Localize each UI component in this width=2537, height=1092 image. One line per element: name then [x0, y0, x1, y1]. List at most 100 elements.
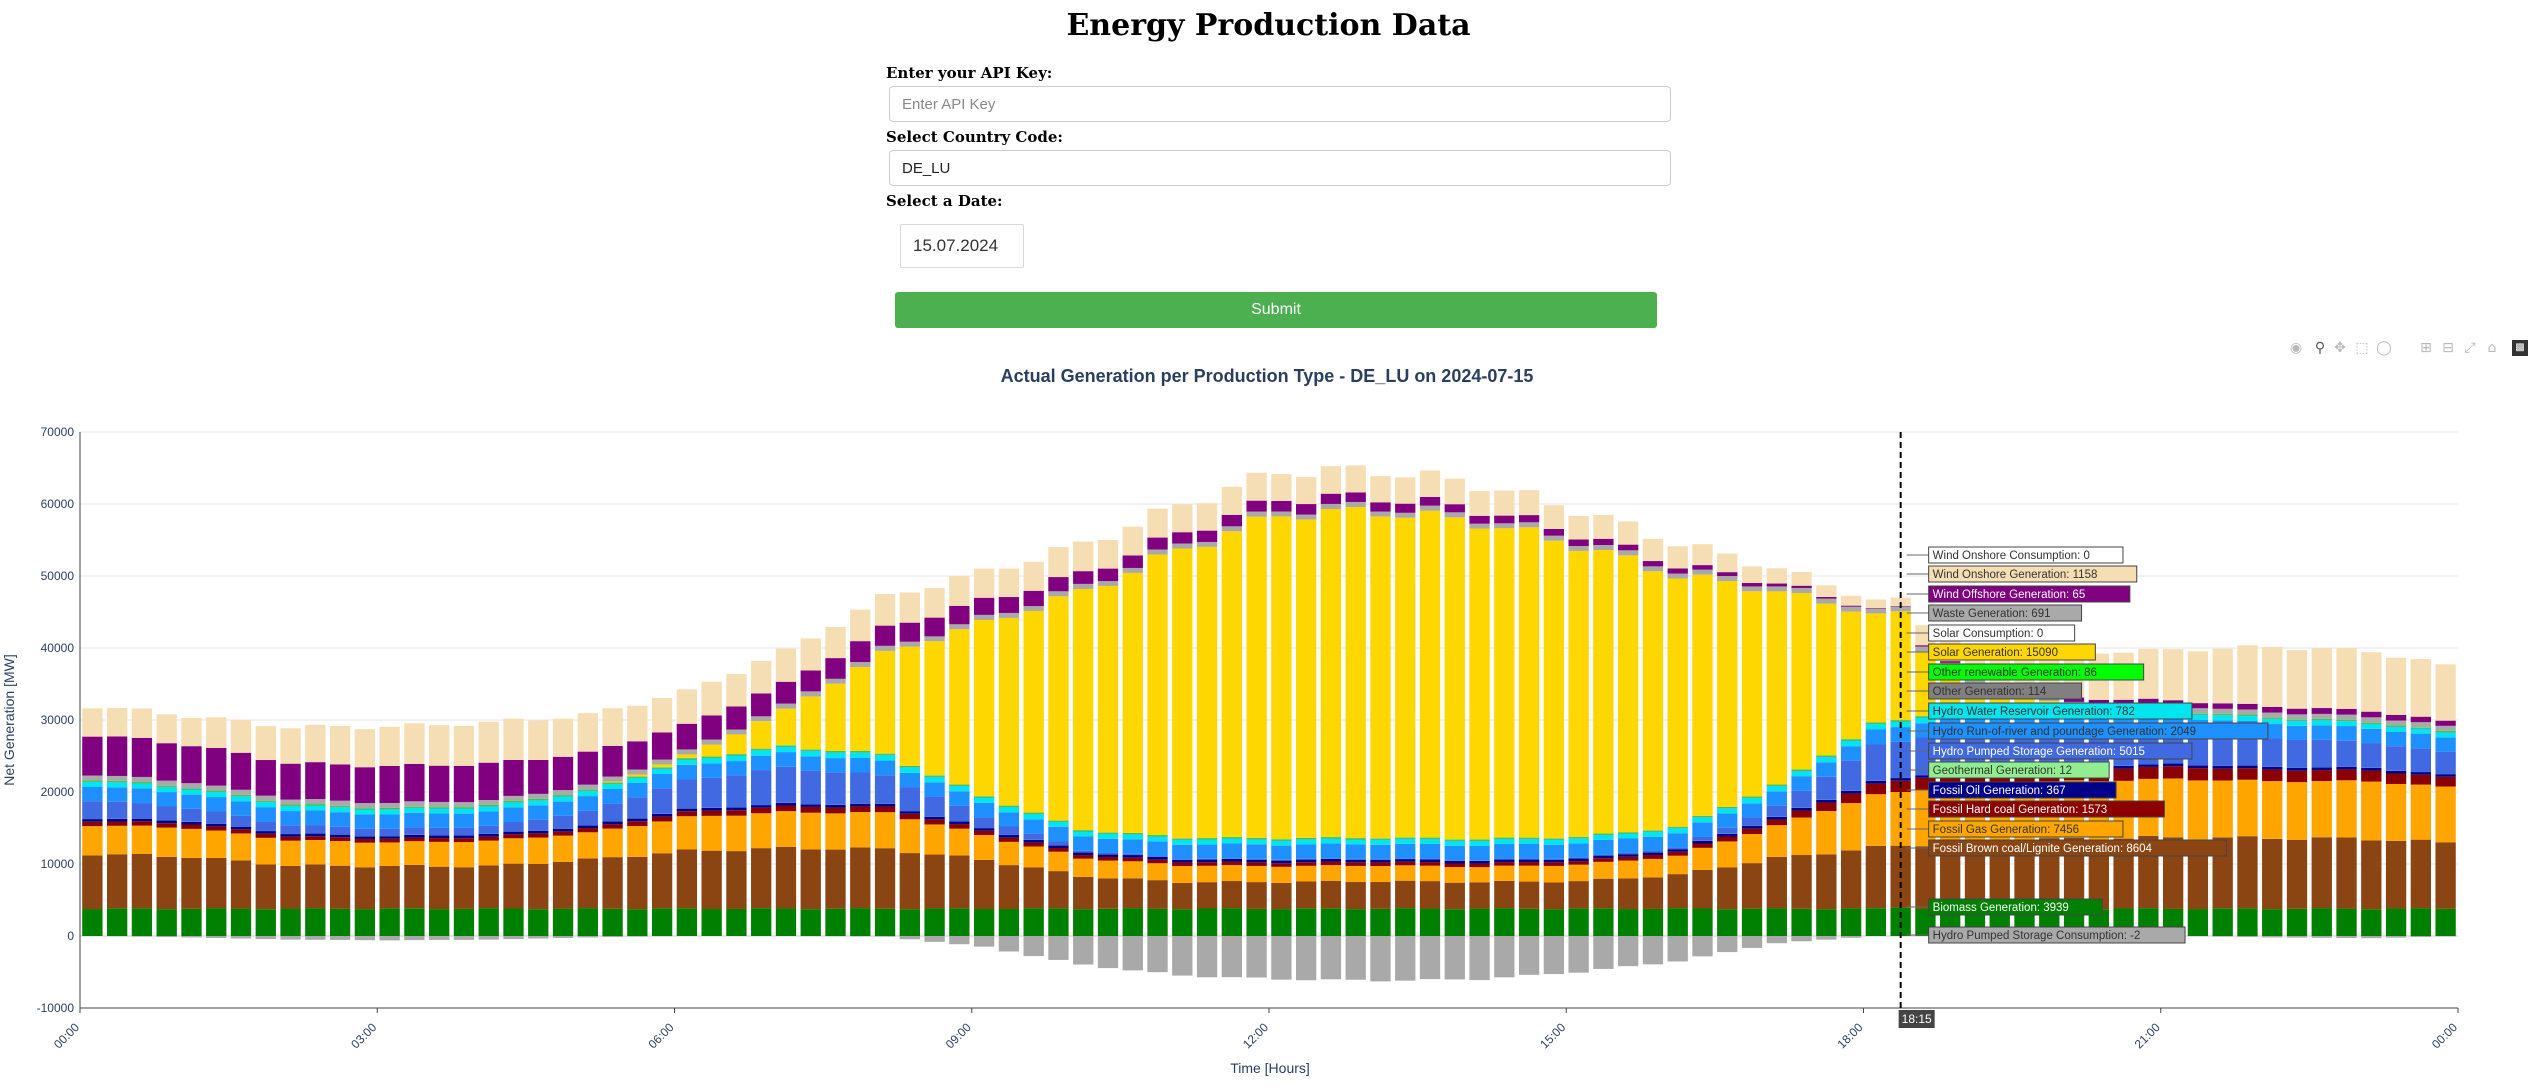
bar-segment [1568, 550, 1589, 837]
x-tick-label: 03:00 [348, 1020, 379, 1051]
bar-segment [1642, 830, 1664, 832]
bar-segment [751, 750, 772, 756]
bar-segment [1271, 511, 1292, 517]
bar-segment [1395, 512, 1416, 518]
bar-segment [131, 783, 153, 789]
bar-segment [2262, 909, 2283, 936]
bar-segment [899, 936, 920, 940]
bar-segment [676, 758, 698, 759]
bar-segment [1568, 837, 1589, 839]
bar-segment [2237, 715, 2258, 716]
bar-segment [1271, 500, 1292, 512]
bar-segment [1840, 908, 1862, 936]
bar-segment [1791, 776, 1812, 791]
bar-segment [924, 819, 945, 825]
bar-segment [1444, 839, 1465, 840]
lasso-icon[interactable]: ◯ [2376, 340, 2392, 356]
bar-segment [1667, 874, 1688, 909]
bar-segment [751, 908, 772, 936]
bar-segment [1593, 936, 1614, 969]
bar-segment [1023, 813, 1044, 820]
reset-axes-icon[interactable]: ⌂ [2487, 340, 2497, 356]
bar-segment [800, 804, 821, 807]
hover-label-text: Fossil Brown coal/Lignite Generation: 86… [1933, 843, 2153, 855]
bar-segment [2311, 708, 2332, 714]
bar-segment [2435, 725, 2456, 731]
bar-segment [305, 936, 326, 940]
submit-button[interactable]: Submit [895, 292, 1657, 328]
bar-segment [1147, 508, 1168, 538]
country-code-input[interactable] [889, 150, 1671, 186]
chart-title: Actual Generation per Production Type - … [1001, 366, 1534, 386]
bar-segment [676, 723, 698, 750]
pan-icon[interactable]: ✥ [2334, 340, 2346, 356]
bar-segment [577, 828, 598, 833]
bar-segment [1073, 852, 1094, 856]
bar-segment [2311, 739, 2332, 768]
bar-segment [329, 800, 351, 806]
bar-segment [379, 865, 400, 909]
bar-segment [1618, 832, 1639, 834]
bar-segment [2262, 769, 2283, 782]
y-tick-label: 60000 [41, 497, 75, 511]
bar-segment [429, 813, 450, 828]
box-select-icon[interactable]: ⬚ [2355, 340, 2369, 356]
date-label: Select a Date: [886, 192, 1003, 210]
zoom-in-icon[interactable]: ⊞ [2420, 340, 2432, 356]
bar-segment [1469, 839, 1490, 840]
bar-segment [1172, 882, 1193, 910]
api-key-input[interactable] [889, 86, 1671, 122]
date-input[interactable] [900, 224, 1024, 268]
bar-segment [2410, 716, 2431, 723]
autoscale-icon[interactable]: ⤢ [2464, 340, 2476, 356]
bar-segment [82, 826, 103, 856]
bar-segment [1741, 817, 1763, 826]
bar-segment [1246, 936, 1267, 978]
bar-segment [1543, 909, 1565, 936]
bar-segment [924, 854, 945, 909]
bar-segment [899, 646, 920, 766]
bar-segment [676, 779, 698, 809]
bar-segment [1568, 843, 1589, 858]
bar-segment [2113, 765, 2134, 769]
bar-segment [1494, 859, 1515, 863]
bar-segment [998, 806, 1020, 808]
bar-segment [329, 936, 351, 940]
camera-icon[interactable]: ◉ [2289, 340, 2303, 356]
bar-segment [453, 808, 475, 814]
bar-segment [1791, 770, 1812, 777]
bar-segment [1172, 548, 1193, 839]
bar-segment [379, 908, 400, 936]
bar-segment [924, 908, 945, 936]
bar-segment [329, 806, 351, 808]
bar-segment [751, 749, 772, 751]
bar-segment [1494, 862, 1515, 866]
bar-segment [107, 736, 128, 776]
bar-segment [280, 825, 301, 834]
bar-segment [1196, 541, 1218, 547]
bar-segment [2262, 936, 2283, 938]
bar-segment [1717, 841, 1738, 868]
plotly-logo-icon[interactable]: ▩ [2512, 340, 2528, 356]
bar-segment [2262, 738, 2283, 767]
bar-segment [1568, 861, 1589, 865]
bar-segment [775, 802, 797, 806]
bar-segment [651, 759, 673, 765]
bar-segment [2336, 726, 2357, 741]
bar-segment [1741, 834, 1763, 864]
bar-segment [206, 826, 227, 831]
zoom-icon[interactable]: ⚲ [2314, 340, 2326, 356]
zoom-out-icon[interactable]: ⊟ [2442, 340, 2454, 356]
bar-segment [379, 803, 400, 808]
bar-segment [800, 638, 821, 671]
bar-segment [2138, 698, 2159, 704]
bar-segment [1271, 839, 1292, 841]
bar-segment [627, 826, 648, 857]
bar-segment [1543, 528, 1565, 536]
bar-segment [602, 908, 623, 936]
bar-segment [602, 828, 623, 858]
bar-segment [1865, 783, 1887, 795]
bar-segment [1023, 867, 1044, 909]
bar-segment [1073, 936, 1094, 965]
bar-segment [2014, 841, 2035, 909]
